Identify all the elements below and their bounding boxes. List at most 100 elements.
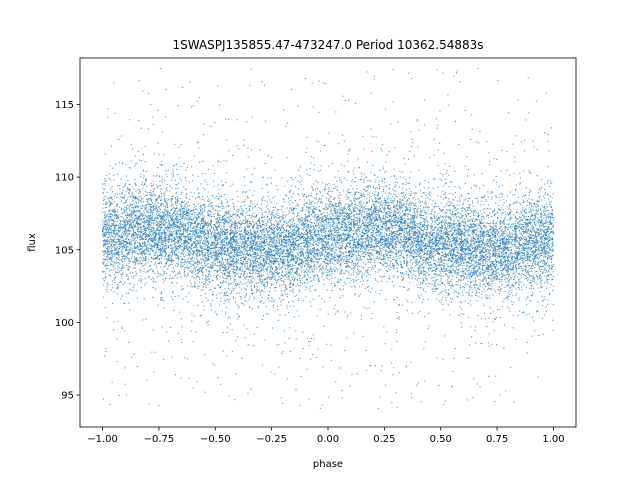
data-point <box>439 217 441 219</box>
data-point <box>331 250 333 252</box>
data-point <box>284 278 286 280</box>
data-point <box>371 213 373 215</box>
data-point <box>400 261 402 263</box>
data-point <box>487 241 489 243</box>
data-point <box>440 272 442 274</box>
data-point <box>542 271 544 273</box>
data-point <box>106 288 108 290</box>
data-point <box>540 246 542 249</box>
data-point <box>388 242 390 244</box>
data-point <box>522 252 524 255</box>
data-point <box>180 265 182 267</box>
data-point <box>387 253 389 255</box>
data-point <box>505 274 507 276</box>
data-point <box>365 229 367 232</box>
data-point <box>552 225 554 227</box>
data-point <box>443 243 445 245</box>
data-point <box>121 207 123 209</box>
data-point <box>401 171 404 173</box>
data-point <box>206 231 208 233</box>
data-point <box>458 279 460 281</box>
data-point <box>237 210 239 212</box>
data-point <box>230 244 232 246</box>
data-point <box>344 311 346 313</box>
data-point <box>450 212 452 214</box>
data-point <box>451 233 453 236</box>
data-point <box>474 249 476 251</box>
data-point <box>291 233 293 235</box>
data-point <box>438 230 440 232</box>
data-point <box>339 179 341 181</box>
data-point <box>516 219 518 221</box>
data-point <box>311 262 313 264</box>
data-point <box>372 214 374 216</box>
data-point <box>416 241 418 243</box>
data-point <box>397 275 399 277</box>
data-point <box>384 181 386 183</box>
data-point <box>148 229 150 231</box>
data-point <box>530 215 532 217</box>
data-point <box>507 277 509 280</box>
data-point <box>239 296 241 298</box>
data-point <box>454 254 456 256</box>
data-point <box>420 205 422 207</box>
data-point <box>136 221 138 223</box>
data-point <box>147 261 149 263</box>
data-point <box>394 216 397 219</box>
data-point <box>347 271 349 273</box>
data-point <box>315 250 317 252</box>
data-point <box>523 236 525 238</box>
data-point <box>452 258 454 261</box>
data-point <box>259 247 261 249</box>
data-point <box>318 197 320 199</box>
data-point <box>152 257 154 259</box>
data-point <box>221 203 223 205</box>
data-point <box>210 255 212 257</box>
data-point <box>438 293 440 295</box>
data-point <box>180 377 182 379</box>
data-point <box>157 258 159 260</box>
data-point <box>400 217 402 219</box>
data-point <box>208 200 210 202</box>
data-point <box>159 244 161 246</box>
data-point <box>532 237 535 239</box>
data-point <box>185 169 187 171</box>
data-point <box>163 232 165 234</box>
data-point <box>306 224 308 226</box>
data-point <box>383 199 385 201</box>
data-point <box>459 187 461 189</box>
data-point <box>500 229 502 231</box>
data-point <box>223 232 226 234</box>
data-point <box>301 235 303 237</box>
data-point <box>515 283 517 285</box>
data-point <box>444 270 446 272</box>
data-point <box>110 213 112 215</box>
data-point <box>484 234 486 236</box>
data-point <box>485 278 487 280</box>
data-point <box>382 168 384 170</box>
data-point <box>339 244 341 246</box>
data-point <box>226 268 228 270</box>
data-point <box>287 221 289 224</box>
data-point <box>176 242 178 244</box>
data-point <box>505 270 507 272</box>
data-point <box>197 260 199 262</box>
data-point <box>226 222 228 224</box>
data-point <box>148 225 150 227</box>
data-point <box>486 270 488 272</box>
data-point <box>236 241 238 243</box>
data-point <box>179 221 181 223</box>
data-point <box>436 234 438 236</box>
data-point <box>530 208 532 210</box>
data-point <box>274 216 276 218</box>
data-point <box>251 265 253 267</box>
data-point <box>165 331 167 333</box>
data-point <box>333 252 335 254</box>
data-point <box>151 249 153 251</box>
data-point <box>541 279 543 282</box>
data-point <box>281 260 283 262</box>
data-point <box>269 287 271 289</box>
data-point <box>481 241 483 243</box>
data-point <box>506 219 508 221</box>
data-point <box>443 268 445 270</box>
